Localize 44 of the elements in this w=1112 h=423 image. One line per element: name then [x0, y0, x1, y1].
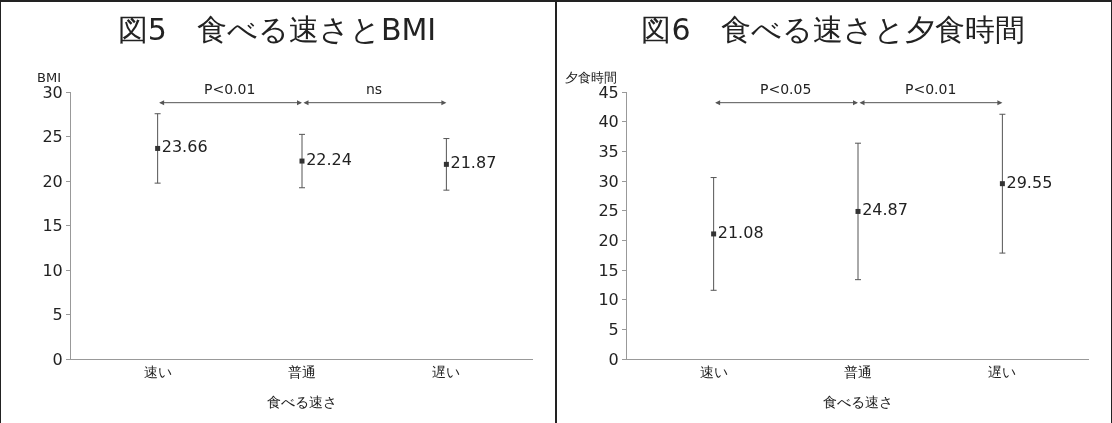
point	[711, 231, 717, 237]
y-tick-label: 25	[42, 127, 63, 147]
chart-title: 図6 食べる速さと夕食時間	[641, 11, 1025, 47]
y-tick-label: 15	[42, 216, 63, 236]
y-tick-label: 20	[598, 230, 619, 250]
x-tick-label: 普通	[844, 363, 872, 380]
y-tick-label: 5	[608, 319, 619, 339]
x-tick-label: 速い	[699, 363, 728, 380]
annotation: P<0.01	[204, 81, 256, 97]
y-tick-label: 20	[42, 171, 63, 191]
y-tick-label: 15	[598, 260, 619, 280]
data-label: 21.08	[717, 222, 764, 242]
point	[443, 161, 449, 167]
annotation: P<0.05	[760, 81, 812, 97]
y-tick-label: 0	[52, 349, 63, 369]
y-tick-label: 5	[52, 305, 63, 325]
y-tick-label: 30	[598, 171, 619, 191]
point	[999, 181, 1005, 187]
y-tick-label: 10	[598, 290, 619, 310]
y-tick-label: 25	[598, 201, 619, 221]
y-tick-label: 35	[598, 141, 619, 161]
x-tick-label: 速い	[143, 363, 172, 380]
y-tick-label: 10	[42, 260, 63, 280]
x-tick-label: 遅い	[432, 363, 461, 380]
point	[299, 158, 305, 164]
point	[855, 208, 861, 214]
x-axis-title: 食べる速さ	[267, 394, 337, 411]
data-label: 29.55	[1006, 172, 1053, 192]
y-axis-title: BMI	[37, 70, 61, 85]
data-label: 21.87	[450, 153, 497, 173]
data-label: 24.87	[862, 200, 908, 220]
y-tick-label: 40	[598, 112, 619, 132]
annotation: ns	[366, 81, 383, 97]
annotation: P<0.01	[905, 81, 957, 97]
y-axis-title: 夕食時間	[565, 70, 617, 85]
y-tick-label: 30	[42, 82, 63, 102]
point	[155, 145, 161, 151]
y-tick-label: 0	[608, 349, 619, 369]
x-tick-label: 遅い	[988, 363, 1017, 380]
data-label: 23.66	[161, 137, 208, 157]
chart-title: 図5 食べる速さとBMI	[117, 11, 437, 47]
x-axis-title: 食べる速さ	[823, 394, 893, 411]
data-label: 22.24	[306, 150, 352, 170]
x-tick-label: 普通	[288, 363, 316, 380]
